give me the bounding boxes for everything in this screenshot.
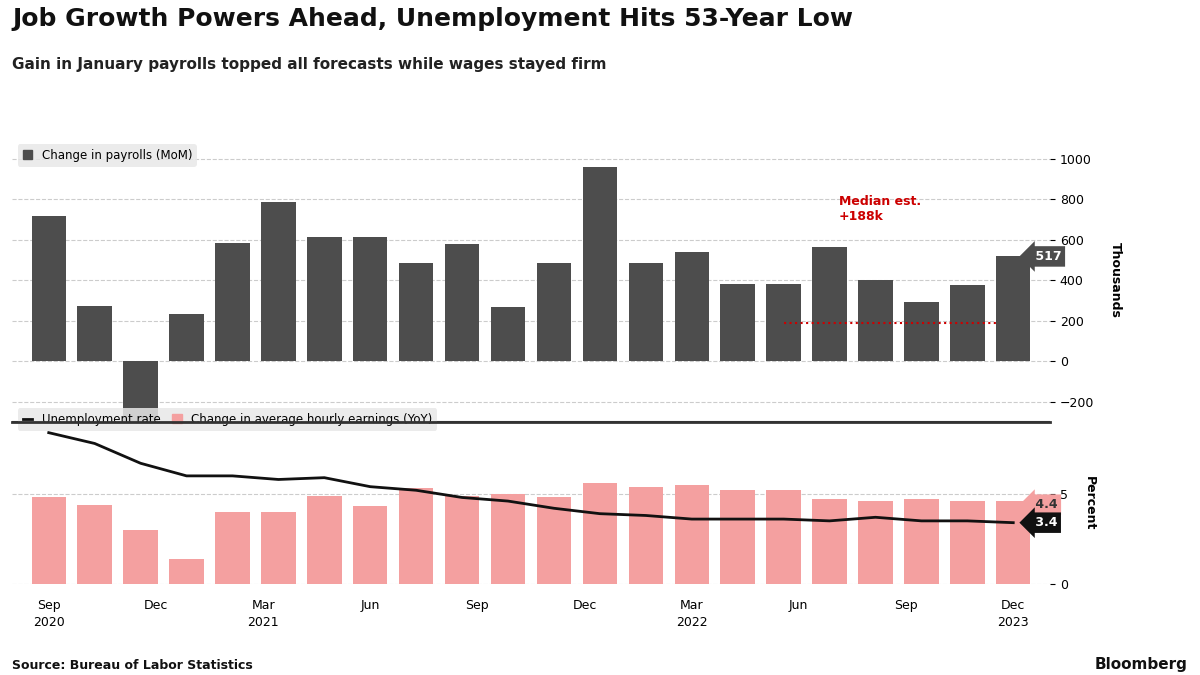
Text: Mar: Mar (252, 599, 275, 612)
Bar (629, 487, 664, 584)
Text: Sep: Sep (466, 599, 490, 612)
Bar (31, 497, 66, 584)
Bar (78, 306, 112, 361)
Text: 2021: 2021 (247, 616, 280, 629)
Bar (996, 256, 1031, 361)
Bar (858, 501, 893, 584)
Bar (674, 252, 709, 361)
Y-axis label: Thousands: Thousands (1109, 242, 1122, 318)
Bar (950, 501, 984, 584)
Text: Job Growth Powers Ahead, Unemployment Hits 53-Year Low: Job Growth Powers Ahead, Unemployment Hi… (12, 7, 853, 31)
Text: 2023: 2023 (997, 616, 1030, 629)
Bar (215, 243, 250, 361)
Bar (858, 280, 893, 361)
Text: 517: 517 (1031, 250, 1061, 263)
Bar (996, 501, 1031, 584)
Bar (950, 285, 984, 361)
Bar (215, 512, 250, 584)
Bar (629, 263, 664, 361)
Bar (812, 500, 847, 584)
Bar (904, 500, 938, 584)
Text: 2020: 2020 (32, 616, 65, 629)
Text: 2022: 2022 (676, 616, 708, 629)
Bar (674, 485, 709, 584)
Text: Source: Bureau of Labor Statistics: Source: Bureau of Labor Statistics (12, 659, 253, 672)
Bar (536, 263, 571, 361)
Bar (491, 306, 526, 361)
Bar (169, 314, 204, 361)
Bar (262, 512, 295, 584)
Bar (583, 483, 617, 584)
Bar (398, 263, 433, 361)
Legend: Unemployment rate, Change in average hourly earnings (YoY): Unemployment rate, Change in average hou… (18, 408, 437, 431)
Bar (78, 505, 112, 584)
Text: Median est.
+188k: Median est. +188k (839, 195, 920, 223)
Text: 3.4: 3.4 (1031, 516, 1057, 529)
Bar (767, 284, 800, 361)
Bar (262, 202, 295, 361)
Text: Sep: Sep (37, 599, 60, 612)
Bar (583, 167, 617, 361)
Bar (720, 284, 755, 361)
Bar (307, 237, 342, 361)
Text: Dec: Dec (144, 599, 168, 612)
Text: 4.4: 4.4 (1031, 498, 1057, 511)
Bar (124, 361, 158, 423)
Bar (491, 494, 526, 584)
Legend: Change in payrolls (MoM): Change in payrolls (MoM) (18, 144, 197, 167)
Bar (353, 506, 388, 584)
Bar (720, 490, 755, 584)
Bar (31, 216, 66, 361)
Bar (398, 489, 433, 584)
Bar (812, 247, 847, 361)
Bar (445, 244, 479, 361)
Text: Jun: Jun (790, 599, 809, 612)
Bar (445, 495, 479, 584)
Y-axis label: Percent: Percent (1082, 476, 1096, 530)
Text: Dec: Dec (1001, 599, 1026, 612)
Text: Gain in January payrolls topped all forecasts while wages stayed firm: Gain in January payrolls topped all fore… (12, 57, 606, 72)
Bar (307, 495, 342, 584)
Text: Dec: Dec (572, 599, 596, 612)
Bar (169, 559, 204, 584)
Bar (767, 490, 800, 584)
Bar (536, 497, 571, 584)
Text: Jun: Jun (360, 599, 380, 612)
Text: Sep: Sep (894, 599, 918, 612)
Bar (124, 530, 158, 584)
Text: Mar: Mar (680, 599, 703, 612)
Bar (904, 302, 938, 361)
Bar (353, 237, 388, 361)
Text: Bloomberg: Bloomberg (1096, 657, 1188, 672)
